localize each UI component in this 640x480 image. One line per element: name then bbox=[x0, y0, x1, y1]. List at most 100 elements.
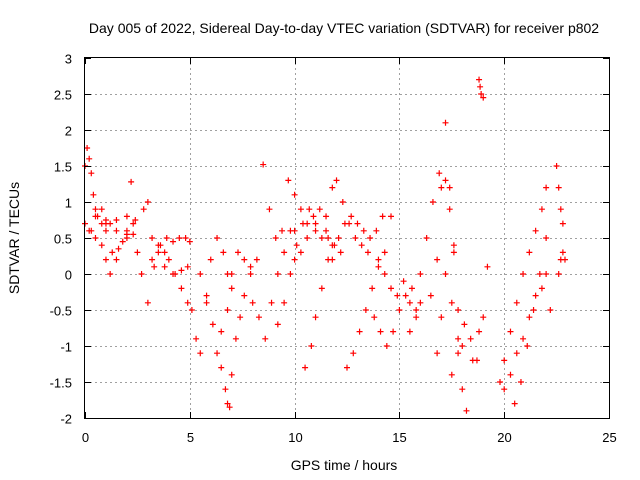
data-point bbox=[547, 307, 554, 313]
series-arc-19 bbox=[344, 213, 395, 371]
data-point bbox=[310, 213, 317, 220]
series-arc-16 bbox=[302, 242, 344, 371]
data-point bbox=[170, 271, 177, 277]
data-point bbox=[543, 271, 550, 277]
data-point bbox=[388, 213, 395, 220]
x-tick-label: 10 bbox=[288, 430, 302, 445]
data-point bbox=[109, 249, 116, 256]
data-point bbox=[272, 235, 279, 241]
data-point bbox=[501, 386, 508, 393]
data-point bbox=[329, 184, 336, 191]
data-point bbox=[84, 145, 91, 151]
data-point bbox=[476, 328, 483, 335]
data-point bbox=[130, 231, 137, 238]
data-point bbox=[450, 249, 457, 256]
data-point bbox=[473, 357, 480, 364]
series-arc-24 bbox=[434, 271, 487, 414]
data-point bbox=[285, 177, 292, 184]
data-point bbox=[557, 256, 564, 263]
x-tick-label: 20 bbox=[497, 430, 511, 445]
data-point bbox=[434, 256, 441, 263]
series-arc-13 bbox=[260, 161, 319, 241]
data-point bbox=[480, 94, 487, 101]
data-point bbox=[237, 314, 244, 321]
series-arc-3 bbox=[88, 206, 137, 256]
y-tick-label: -2 bbox=[60, 412, 72, 427]
data-point bbox=[138, 271, 145, 277]
data-point bbox=[413, 307, 420, 313]
data-point bbox=[214, 350, 221, 357]
data-point bbox=[538, 285, 545, 292]
data-point bbox=[163, 235, 170, 241]
data-point bbox=[390, 328, 397, 335]
data-point bbox=[427, 292, 434, 299]
series-arc-10 bbox=[224, 256, 260, 407]
data-point bbox=[337, 249, 344, 256]
data-point bbox=[513, 350, 520, 357]
data-point bbox=[318, 285, 325, 292]
data-point bbox=[369, 285, 376, 292]
data-point bbox=[364, 249, 371, 256]
data-point bbox=[335, 235, 342, 241]
data-point bbox=[197, 271, 204, 277]
data-point bbox=[279, 227, 286, 234]
series-arc-22 bbox=[406, 170, 457, 335]
data-point bbox=[517, 379, 524, 385]
data-point bbox=[184, 299, 191, 306]
data-point bbox=[371, 314, 378, 321]
data-point bbox=[281, 249, 288, 256]
data-point bbox=[165, 256, 172, 263]
x-tick-label: 5 bbox=[187, 430, 194, 445]
data-point bbox=[352, 235, 359, 241]
data-point bbox=[339, 199, 346, 205]
data-point bbox=[325, 235, 332, 241]
data-point bbox=[90, 191, 97, 198]
data-point bbox=[348, 213, 355, 220]
data-point bbox=[476, 76, 483, 83]
y-tick-label: -1 bbox=[60, 340, 72, 355]
data-point bbox=[291, 191, 298, 198]
series-arc-5 bbox=[134, 199, 195, 313]
data-point bbox=[559, 220, 566, 227]
y-tick-label: 2.5 bbox=[54, 88, 72, 103]
data-point bbox=[253, 256, 260, 263]
series-arc-27 bbox=[497, 184, 550, 385]
data-point bbox=[149, 256, 156, 263]
series-arc-7 bbox=[149, 249, 191, 277]
series-arc-30 bbox=[553, 163, 568, 263]
series-isolated bbox=[128, 178, 135, 185]
data-point bbox=[260, 161, 267, 168]
data-point bbox=[155, 249, 162, 256]
data-point bbox=[92, 206, 99, 213]
data-point bbox=[176, 235, 183, 241]
data-point bbox=[241, 292, 248, 299]
data-point bbox=[161, 263, 168, 270]
data-point bbox=[98, 206, 105, 213]
data-point bbox=[92, 235, 99, 241]
chart-title: Day 005 of 2022, Sidereal Day-to-day VTE… bbox=[89, 20, 599, 36]
data-point bbox=[132, 217, 139, 223]
data-point bbox=[331, 242, 338, 249]
data-point bbox=[461, 321, 468, 328]
data-point bbox=[557, 206, 564, 213]
data-point bbox=[323, 227, 330, 234]
data-point bbox=[511, 400, 518, 407]
x-tick-label: 0 bbox=[82, 430, 89, 445]
data-point bbox=[383, 343, 390, 349]
data-point bbox=[354, 220, 361, 227]
data-point bbox=[222, 386, 229, 393]
data-point bbox=[344, 364, 350, 371]
data-point bbox=[455, 307, 462, 313]
data-point bbox=[538, 206, 545, 213]
data-point bbox=[524, 343, 531, 349]
data-point bbox=[520, 271, 527, 277]
grid-lines bbox=[85, 58, 609, 418]
series-arc-21 bbox=[371, 285, 415, 349]
data-point bbox=[484, 263, 491, 270]
data-point bbox=[113, 227, 120, 234]
data-point bbox=[293, 242, 300, 249]
data-point bbox=[543, 235, 550, 241]
data-point bbox=[438, 314, 445, 321]
series-arc-2 bbox=[82, 220, 137, 277]
data-point bbox=[140, 206, 147, 213]
